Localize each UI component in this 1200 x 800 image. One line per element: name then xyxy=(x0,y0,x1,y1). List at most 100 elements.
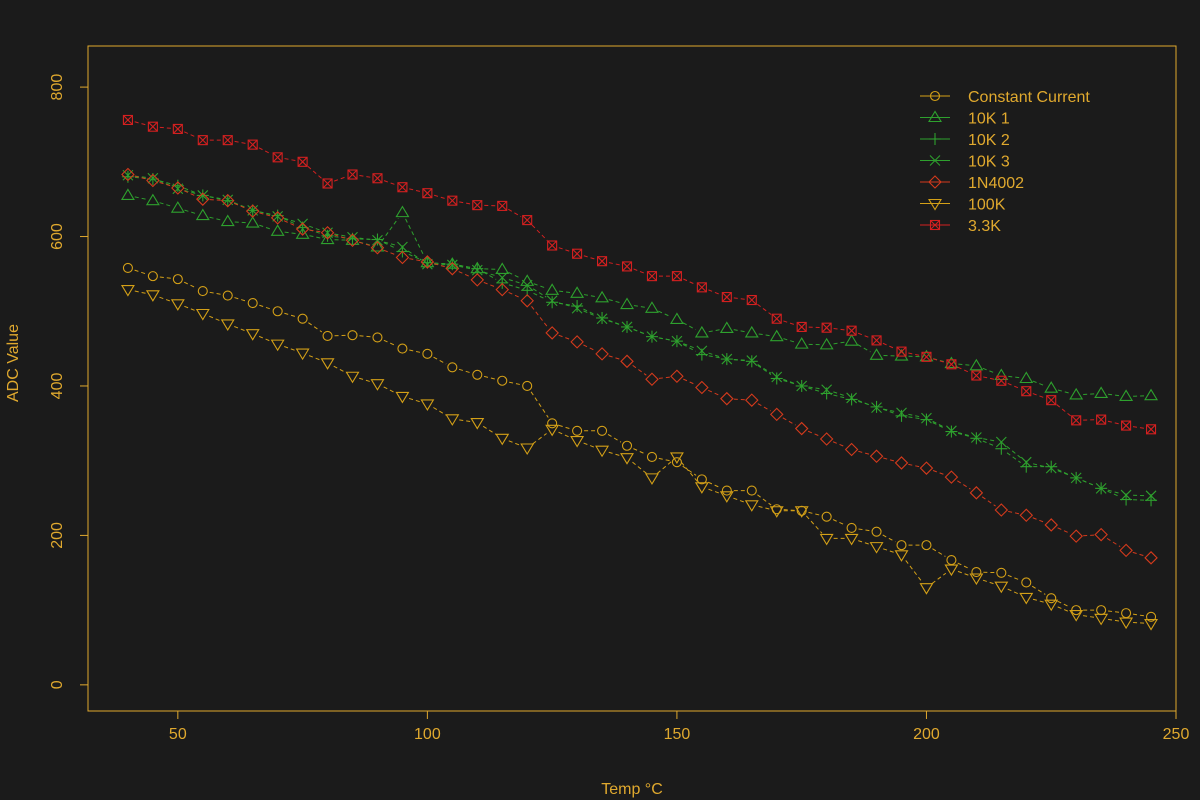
series-segment xyxy=(608,355,621,360)
data-point xyxy=(497,200,508,211)
data-point xyxy=(896,540,907,551)
series-segment xyxy=(1057,600,1071,608)
series-segment xyxy=(508,271,522,279)
series-segment xyxy=(683,278,696,285)
series-segment xyxy=(733,398,745,401)
data-point xyxy=(471,262,484,275)
series-segment xyxy=(559,290,571,293)
y-axis-label: ADC Value xyxy=(5,324,22,402)
data-point xyxy=(121,167,135,182)
data-point xyxy=(495,262,510,274)
data-point xyxy=(871,526,882,537)
series-segment xyxy=(433,194,446,200)
series-segment xyxy=(608,299,621,304)
data-point xyxy=(1021,577,1032,588)
series-segment xyxy=(458,271,472,278)
data-point xyxy=(769,329,784,342)
series-segment xyxy=(159,180,172,185)
series-segment xyxy=(309,235,321,239)
series-segment xyxy=(932,470,945,476)
data-point xyxy=(620,297,634,310)
series-segment xyxy=(708,355,721,359)
data-point xyxy=(1020,456,1032,468)
data-point xyxy=(1145,424,1157,435)
series-segment xyxy=(883,457,895,462)
data-point xyxy=(821,322,832,333)
series-segment xyxy=(806,515,823,534)
data-point xyxy=(721,485,732,496)
data-point xyxy=(720,391,734,406)
data-point xyxy=(994,503,1009,517)
series-5 xyxy=(120,285,1159,631)
series-segment xyxy=(783,320,796,326)
data-point xyxy=(921,412,932,424)
data-point xyxy=(397,343,408,354)
data-point xyxy=(546,295,558,307)
data-point xyxy=(871,335,882,346)
x-tick-label: 200 xyxy=(913,726,940,743)
data-point xyxy=(670,369,684,384)
y-tick-label: 600 xyxy=(49,223,66,250)
series-segment xyxy=(633,268,646,275)
data-point xyxy=(471,264,483,276)
series-segment xyxy=(757,364,772,374)
data-point xyxy=(595,290,610,303)
data-point xyxy=(719,321,734,333)
series-segment xyxy=(359,241,371,247)
series-segment xyxy=(783,378,796,385)
data-point xyxy=(420,399,435,411)
data-point xyxy=(597,425,608,436)
data-point xyxy=(147,271,158,282)
data-point xyxy=(869,348,884,360)
data-point xyxy=(696,345,708,357)
series-segment xyxy=(1007,382,1021,389)
data-point xyxy=(744,325,759,338)
series-segment xyxy=(308,355,322,361)
series-segment xyxy=(657,461,672,474)
data-point xyxy=(397,182,408,193)
series-segment xyxy=(1032,463,1045,468)
plot-frame xyxy=(87,45,1177,712)
series-segment xyxy=(184,187,197,194)
series-segment xyxy=(1057,470,1070,476)
series-segment xyxy=(857,344,871,353)
data-point xyxy=(894,456,909,470)
series-segment xyxy=(408,397,421,403)
series-segment xyxy=(134,121,147,126)
data-point xyxy=(1119,389,1134,401)
data-point xyxy=(570,435,585,448)
series-segment xyxy=(708,329,721,333)
data-point xyxy=(869,542,884,554)
series-segment xyxy=(383,386,397,394)
series-segment xyxy=(359,175,371,178)
series-segment xyxy=(284,158,296,162)
data-point xyxy=(197,286,208,297)
data-point xyxy=(994,581,1009,594)
data-point xyxy=(671,271,682,282)
data-point xyxy=(721,353,733,365)
series-segment xyxy=(583,308,596,316)
data-point xyxy=(821,384,833,396)
data-point xyxy=(546,296,559,309)
data-point xyxy=(1070,472,1082,484)
data-point xyxy=(1145,611,1157,622)
data-point xyxy=(245,204,260,218)
data-point xyxy=(994,368,1009,381)
series-segment xyxy=(783,338,796,343)
data-point xyxy=(272,306,283,317)
data-point xyxy=(447,195,458,206)
series-segment xyxy=(757,403,771,412)
series-segment xyxy=(234,326,247,332)
data-point xyxy=(597,256,608,267)
data-point xyxy=(896,346,907,357)
data-point xyxy=(746,294,757,306)
series-layer xyxy=(120,114,1159,631)
data-point xyxy=(970,432,982,443)
series-segment xyxy=(533,292,547,300)
series-segment xyxy=(1007,574,1020,581)
data-point xyxy=(572,425,583,436)
legend-label: 10K 3 xyxy=(968,154,1010,171)
data-point xyxy=(1045,462,1057,474)
